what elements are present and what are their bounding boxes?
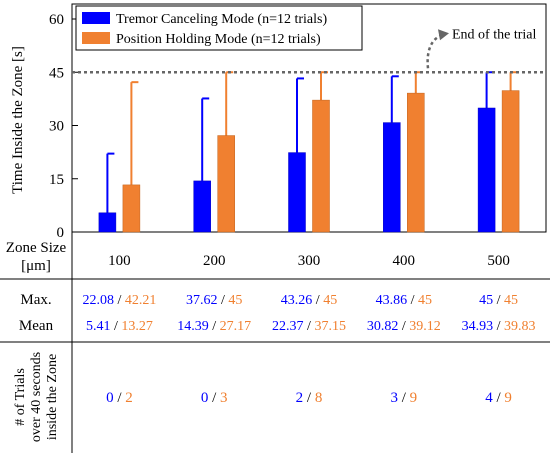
bar [312,99,330,233]
mean-row: 5.41 / 13.27 14.39 / 27.17 22.37 / 37.15 30… [86,319,536,334]
end-of-trial-arrowhead [438,29,449,41]
zone-size-label: Zone Size [6,240,67,256]
table-cell: 0 / 3 [201,390,228,406]
trials-row: 0 / 2 0 / 3 2 / 8 3 / 9 4 / 9 [106,390,512,406]
table-cell: 30.82 / 39.12 [367,319,441,334]
table-cell: 22.37 / 37.15 [272,319,346,334]
trials-label-line-1: # of Trials [13,368,28,426]
bar [383,122,401,233]
table-cell: 43.26 / 45 [281,293,337,308]
trials-label-line-3: inside the Zone [45,354,60,440]
y-tick-label: 60 [49,12,64,28]
max-row: 22.08 / 42.21 37.62 / 45 43.26 / 45 43.86 /… [82,293,518,308]
table-cell: 34.93 / 39.83 [462,319,536,334]
category-label: 500 [487,253,510,269]
category-label: 100 [108,253,131,269]
legend: Tremor Canceling Mode (n=12 trials) Posi… [75,5,363,51]
bar [193,180,211,233]
bar [122,184,141,233]
trials-row-label: # of Trials over 40 seconds inside the Z… [13,352,60,442]
legend-box [75,5,363,51]
zone-size-unit: [μm] [21,258,51,274]
mean-row-label: Mean [19,318,54,334]
bar [501,90,520,233]
table-cell: 14.39 / 27.17 [177,319,251,334]
bar [477,107,496,233]
max-row-label: Max. [20,292,51,308]
legend-swatch-position [82,32,110,44]
bar [407,92,425,233]
y-ticks: 0 15 30 45 60 [49,12,78,241]
legend-label-position: Position Holding Mode (n=12 trials) [116,32,321,47]
y-axis-label: Time Inside the Zone [s] [10,46,26,194]
bar [288,152,306,233]
table-cell: 2 / 8 [296,390,323,406]
table-cell: 0 / 2 [106,390,133,406]
table-cell: 43.86 / 45 [376,293,432,308]
bar [217,135,235,233]
end-of-trial-label: End of the trial [452,27,536,42]
bars [98,71,520,233]
table-cell: 37.62 / 45 [186,293,242,308]
legend-swatch-tremor [82,12,110,24]
y-tick-label: 45 [49,65,64,81]
y-tick-label: 15 [49,172,64,188]
table-cell: 45 / 45 [479,293,518,308]
y-tick-label: 0 [57,225,65,241]
table-cell: 4 / 9 [485,390,512,406]
category-label: 200 [203,253,226,269]
plot-frame [71,3,547,233]
table-cell: 5.41 / 13.27 [86,319,153,334]
table-cell: 3 / 9 [390,390,417,406]
y-tick-label: 30 [49,119,64,135]
stats-table: Zone Size [μm] 100 200 300 400 500 Max. Mean… [0,232,550,453]
bar [98,212,117,233]
category-label: 300 [298,253,321,269]
trials-label-line-2: over 40 seconds [29,352,44,442]
category-label: 400 [393,253,416,269]
category-labels: 100 200 300 400 500 [108,253,510,269]
end-of-trial-arrow [426,34,443,69]
table-cell: 22.08 / 42.21 [82,293,156,308]
legend-label-tremor: Tremor Canceling Mode (n=12 trials) [116,12,327,27]
